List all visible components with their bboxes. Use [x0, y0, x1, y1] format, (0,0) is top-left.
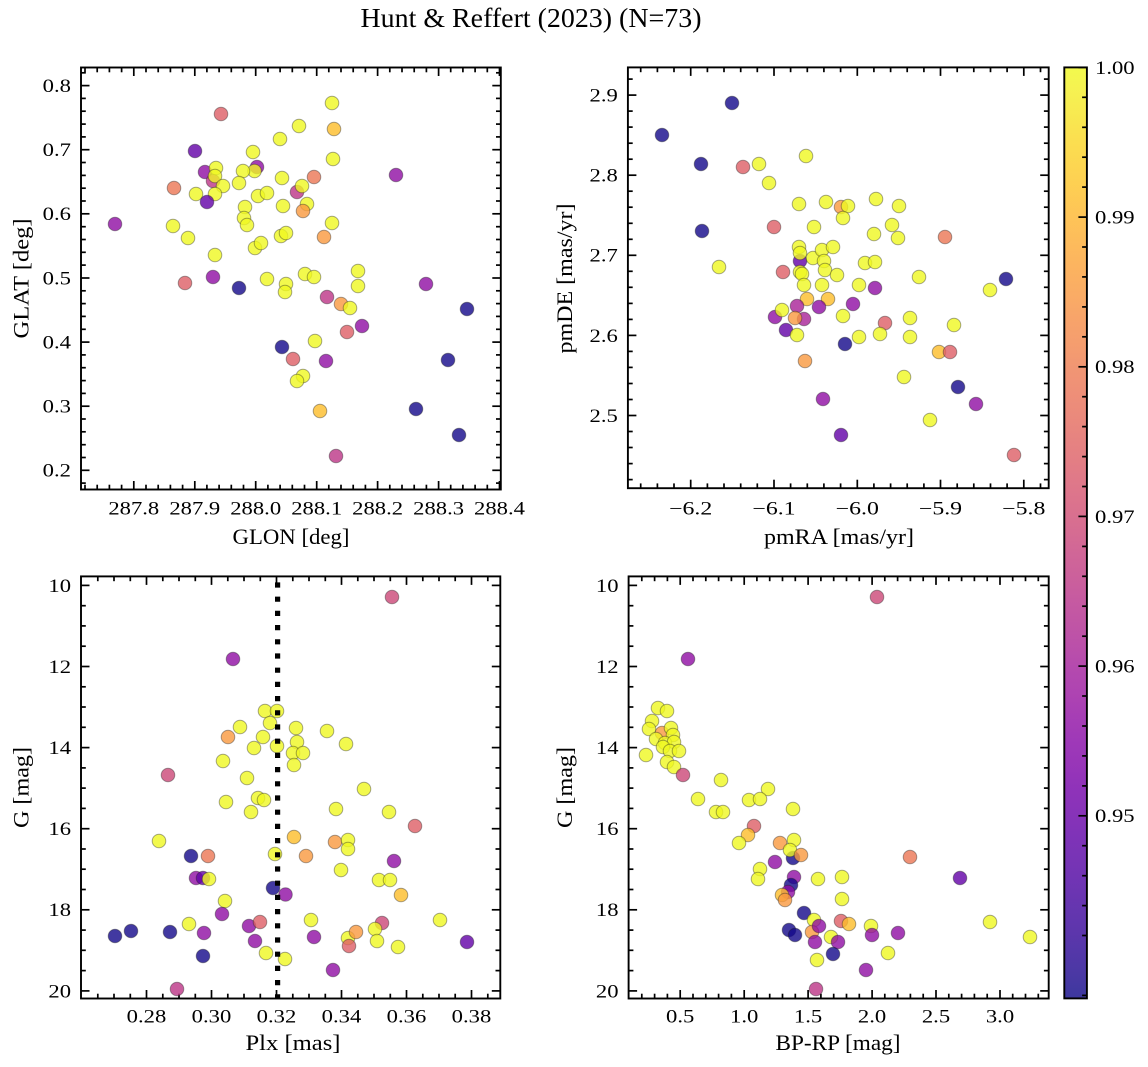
svg-text:288.2: 288.2: [352, 500, 403, 520]
svg-text:2.5: 2.5: [590, 407, 618, 427]
svg-text:0.5: 0.5: [666, 1008, 694, 1028]
svg-text:0.2: 0.2: [43, 462, 71, 482]
svg-text:20: 20: [48, 982, 71, 1002]
svg-text:288.3: 288.3: [413, 500, 464, 520]
svg-text:288.1: 288.1: [291, 500, 342, 520]
svg-text:287.8: 287.8: [108, 500, 159, 520]
svg-text:0.98: 0.98: [1095, 358, 1135, 378]
svg-text:BP-RP [mag]: BP-RP [mag]: [776, 1030, 901, 1055]
svg-text:14: 14: [48, 739, 71, 759]
svg-text:288.4: 288.4: [474, 500, 525, 520]
svg-text:18: 18: [596, 901, 619, 921]
svg-text:G [mag]: G [mag]: [9, 747, 34, 828]
svg-text:−5.9: −5.9: [919, 500, 962, 520]
svg-text:0.4: 0.4: [43, 334, 71, 354]
svg-text:Plx [mas]: Plx [mas]: [246, 1030, 341, 1055]
svg-text:Hunt & Reffert (2023) (N=73): Hunt & Reffert (2023) (N=73): [361, 3, 702, 33]
svg-text:2.8: 2.8: [590, 167, 618, 187]
svg-text:0.28: 0.28: [127, 1008, 167, 1028]
svg-text:−6.2: −6.2: [669, 500, 712, 520]
svg-text:20: 20: [596, 982, 619, 1002]
svg-text:2.9: 2.9: [590, 87, 618, 107]
svg-text:−5.8: −5.8: [1002, 500, 1045, 520]
svg-text:GLON [deg]: GLON [deg]: [233, 524, 350, 549]
svg-text:1.5: 1.5: [794, 1008, 822, 1028]
svg-text:288.0: 288.0: [230, 500, 281, 520]
svg-text:287.9: 287.9: [169, 500, 220, 520]
svg-text:3.0: 3.0: [986, 1008, 1014, 1028]
svg-text:0.36: 0.36: [387, 1008, 427, 1028]
svg-text:1.0: 1.0: [730, 1008, 758, 1028]
svg-text:14: 14: [596, 739, 619, 759]
svg-text:12: 12: [596, 658, 619, 678]
svg-text:0.38: 0.38: [452, 1008, 492, 1028]
svg-text:16: 16: [596, 820, 619, 840]
svg-text:18: 18: [48, 901, 71, 921]
svg-text:−6.0: −6.0: [836, 500, 879, 520]
svg-text:GLAT [deg]: GLAT [deg]: [9, 219, 34, 339]
svg-text:0.99: 0.99: [1095, 209, 1135, 229]
svg-text:1.00: 1.00: [1095, 59, 1135, 79]
svg-text:0.7: 0.7: [43, 141, 71, 161]
svg-text:0.97: 0.97: [1095, 508, 1135, 528]
svg-text:0.30: 0.30: [192, 1008, 232, 1028]
svg-text:0.8: 0.8: [43, 77, 71, 97]
svg-text:2.7: 2.7: [590, 247, 618, 267]
svg-text:−6.1: −6.1: [752, 500, 795, 520]
svg-text:16: 16: [48, 820, 71, 840]
svg-text:0.96: 0.96: [1095, 658, 1135, 678]
svg-text:pmDE [mas/yr]: pmDE [mas/yr]: [552, 204, 577, 354]
svg-text:0.32: 0.32: [257, 1008, 297, 1028]
svg-text:pmRA [mas/yr]: pmRA [mas/yr]: [764, 524, 914, 549]
svg-text:2.6: 2.6: [590, 327, 618, 347]
svg-text:0.3: 0.3: [43, 398, 71, 418]
svg-text:0.6: 0.6: [43, 205, 71, 225]
svg-text:2.0: 2.0: [858, 1008, 886, 1028]
svg-text:G [mag]: G [mag]: [552, 747, 577, 828]
svg-text:0.95: 0.95: [1095, 807, 1135, 827]
svg-text:0.34: 0.34: [322, 1008, 362, 1028]
svg-text:2.5: 2.5: [922, 1008, 950, 1028]
svg-text:0.5: 0.5: [43, 269, 71, 289]
svg-text:12: 12: [48, 658, 71, 678]
svg-text:10: 10: [48, 577, 71, 597]
svg-text:10: 10: [596, 577, 619, 597]
